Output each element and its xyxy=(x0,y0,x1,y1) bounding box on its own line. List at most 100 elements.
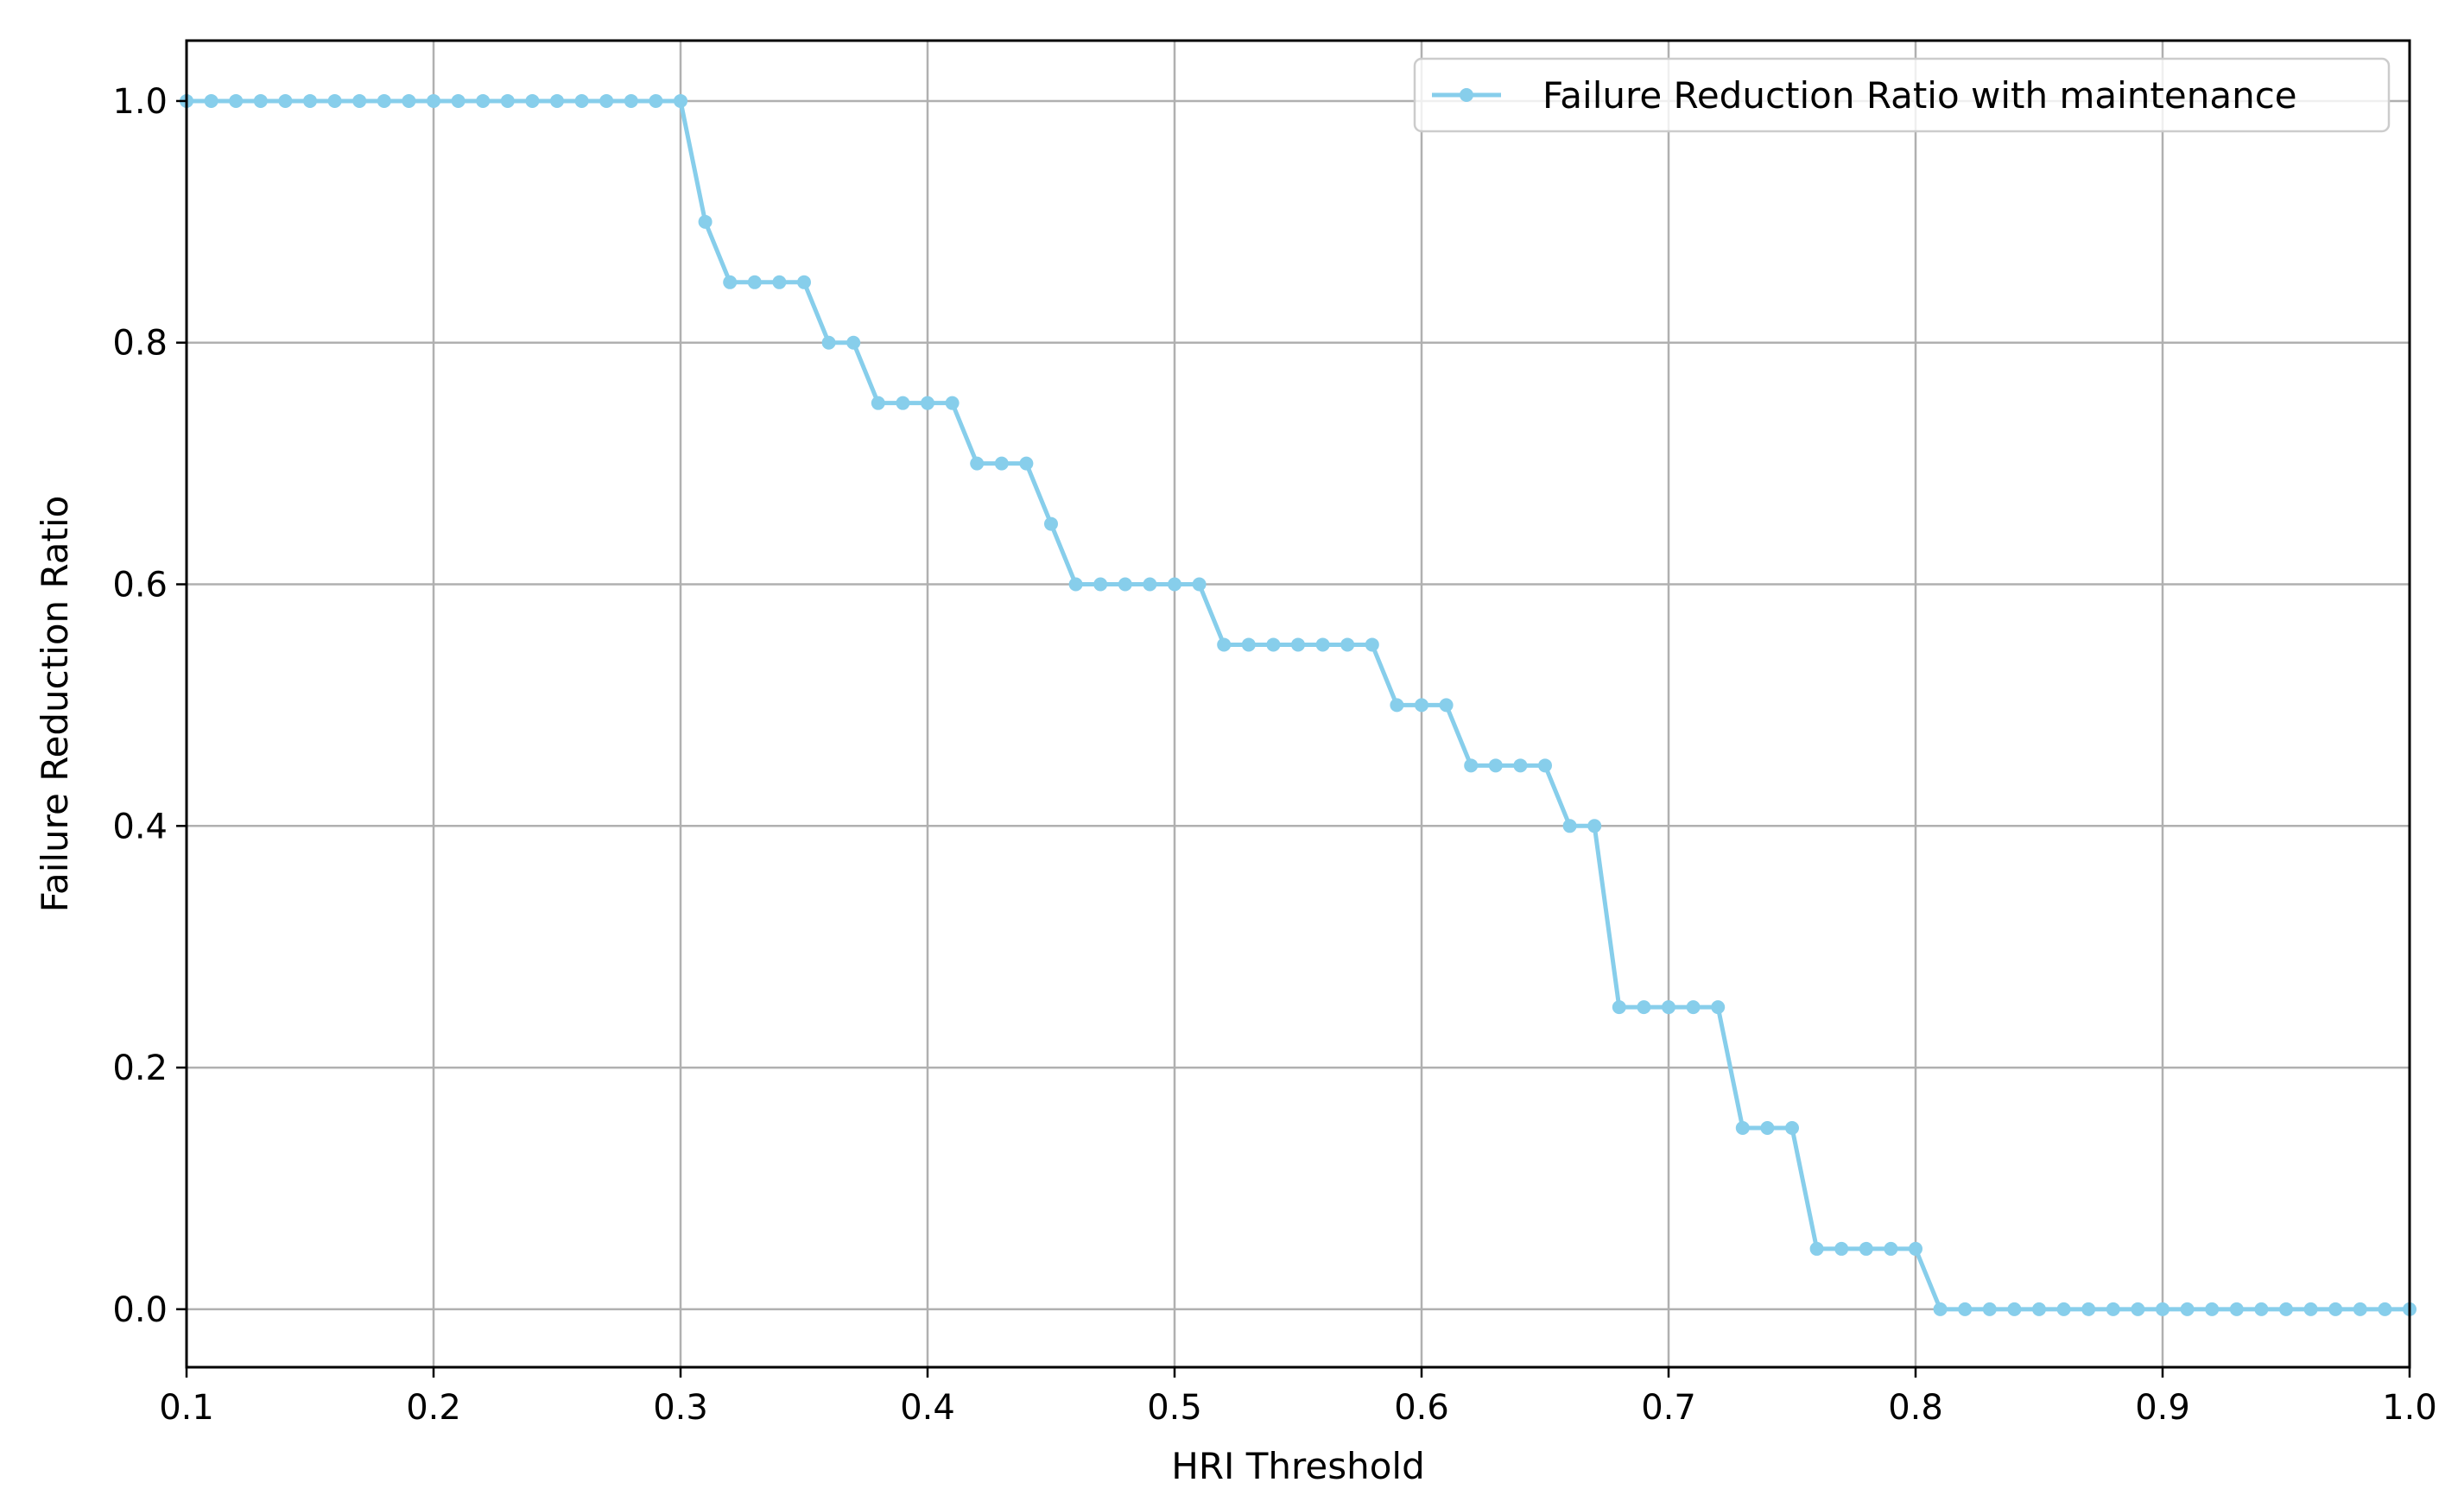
data-point xyxy=(846,335,861,350)
x-axis-label: HRI Threshold xyxy=(1171,1445,1425,1487)
data-point xyxy=(327,93,342,108)
data-point xyxy=(821,335,836,350)
data-point xyxy=(1933,1302,1948,1316)
data-point xyxy=(1859,1241,1873,1256)
data-point xyxy=(723,275,738,289)
data-point xyxy=(2303,1302,2318,1316)
data-point xyxy=(500,93,515,108)
data-point xyxy=(1735,1121,1750,1136)
data-point xyxy=(352,93,367,108)
data-point xyxy=(476,93,491,108)
data-point xyxy=(2205,1302,2220,1316)
data-point xyxy=(1439,698,1454,713)
data-point xyxy=(525,93,540,108)
data-point xyxy=(2106,1302,2120,1316)
data-point xyxy=(2156,1302,2169,1316)
x-tick-label: 0.2 xyxy=(406,1388,461,1428)
data-point xyxy=(1143,577,1157,592)
data-point xyxy=(624,93,638,108)
x-tick-label: 0.7 xyxy=(1641,1388,1696,1428)
x-tick-label: 0.4 xyxy=(900,1388,955,1428)
data-point xyxy=(599,93,614,108)
data-point xyxy=(1365,637,1379,652)
legend-marker-swatch xyxy=(1460,88,1473,102)
x-tick-label: 0.6 xyxy=(1394,1388,1449,1428)
x-tick-label: 0.1 xyxy=(159,1388,214,1428)
data-point xyxy=(2254,1302,2269,1316)
data-point xyxy=(1760,1121,1775,1136)
x-tick-label: 0.8 xyxy=(1888,1388,1943,1428)
y-tick-label: 0.2 xyxy=(112,1049,168,1088)
data-point xyxy=(574,93,589,108)
data-point xyxy=(797,275,811,289)
y-tick-label: 0.8 xyxy=(112,324,168,364)
data-point xyxy=(2007,1302,2022,1316)
data-point xyxy=(1340,637,1355,652)
data-point xyxy=(1415,698,1428,713)
legend: Failure Reduction Ratio with maintenance xyxy=(1413,57,2391,133)
data-point xyxy=(550,93,564,108)
data-point xyxy=(921,396,934,410)
data-point xyxy=(1834,1241,1849,1256)
data-point xyxy=(303,93,317,108)
data-point xyxy=(2378,1302,2392,1316)
data-point xyxy=(1118,577,1132,592)
data-point xyxy=(1291,637,1305,652)
data-point xyxy=(1538,758,1552,773)
x-axis-ticks: 0.1 0.2 0.3 0.4 0.5 0.6 0.7 0.8 0.9 1.0 xyxy=(159,1367,2437,1428)
data-point xyxy=(896,396,910,410)
data-point xyxy=(945,396,960,410)
data-point xyxy=(204,93,219,108)
data-point xyxy=(2353,1302,2367,1316)
data-point xyxy=(1168,577,1181,592)
data-point xyxy=(2032,1302,2046,1316)
data-point xyxy=(1785,1121,1799,1136)
data-point xyxy=(1488,758,1503,773)
data-point xyxy=(1044,516,1058,531)
data-point xyxy=(1612,1000,1626,1015)
data-point xyxy=(1958,1302,1973,1316)
data-point xyxy=(698,214,713,229)
x-tick-label: 1.0 xyxy=(2382,1388,2437,1428)
data-point xyxy=(1662,1000,1675,1015)
data-point xyxy=(1241,637,1256,652)
data-point xyxy=(1093,577,1108,592)
data-point xyxy=(2131,1302,2145,1316)
data-point xyxy=(1711,1000,1726,1015)
legend-box xyxy=(1413,57,2391,133)
data-point xyxy=(229,93,244,108)
y-tick-label: 0.6 xyxy=(112,566,168,605)
y-tick-label: 1.0 xyxy=(112,82,168,122)
data-point xyxy=(451,93,466,108)
data-point xyxy=(674,93,687,108)
y-tick-label: 0.4 xyxy=(112,807,168,846)
data-point xyxy=(1266,637,1281,652)
y-axis-label: Failure Reduction Ratio xyxy=(34,496,76,913)
data-point xyxy=(1587,819,1602,833)
data-point xyxy=(2056,1302,2071,1316)
x-tick-label: 0.3 xyxy=(653,1388,708,1428)
data-point xyxy=(1019,456,1034,471)
data-point xyxy=(253,93,268,108)
data-point xyxy=(1686,1000,1701,1015)
data-point xyxy=(402,93,416,108)
legend-entry-label: Failure Reduction Ratio with maintenance xyxy=(1542,74,2297,117)
x-tick-label: 0.5 xyxy=(1147,1388,1202,1428)
data-point xyxy=(1982,1302,1997,1316)
data-point xyxy=(1192,577,1207,592)
y-axis-ticks: 0.0 0.2 0.4 0.6 0.8 1.0 xyxy=(112,82,187,1330)
data-point xyxy=(1068,577,1083,592)
data-point xyxy=(1217,637,1232,652)
data-point xyxy=(1315,637,1330,652)
data-point xyxy=(1464,758,1479,773)
data-point xyxy=(1390,698,1404,713)
plot-frame xyxy=(185,39,2411,1369)
data-point xyxy=(1562,819,1577,833)
data-point xyxy=(1884,1241,1898,1256)
data-point xyxy=(2229,1302,2244,1316)
data-point xyxy=(994,456,1009,471)
data-point xyxy=(871,396,885,410)
data-point xyxy=(970,456,985,471)
